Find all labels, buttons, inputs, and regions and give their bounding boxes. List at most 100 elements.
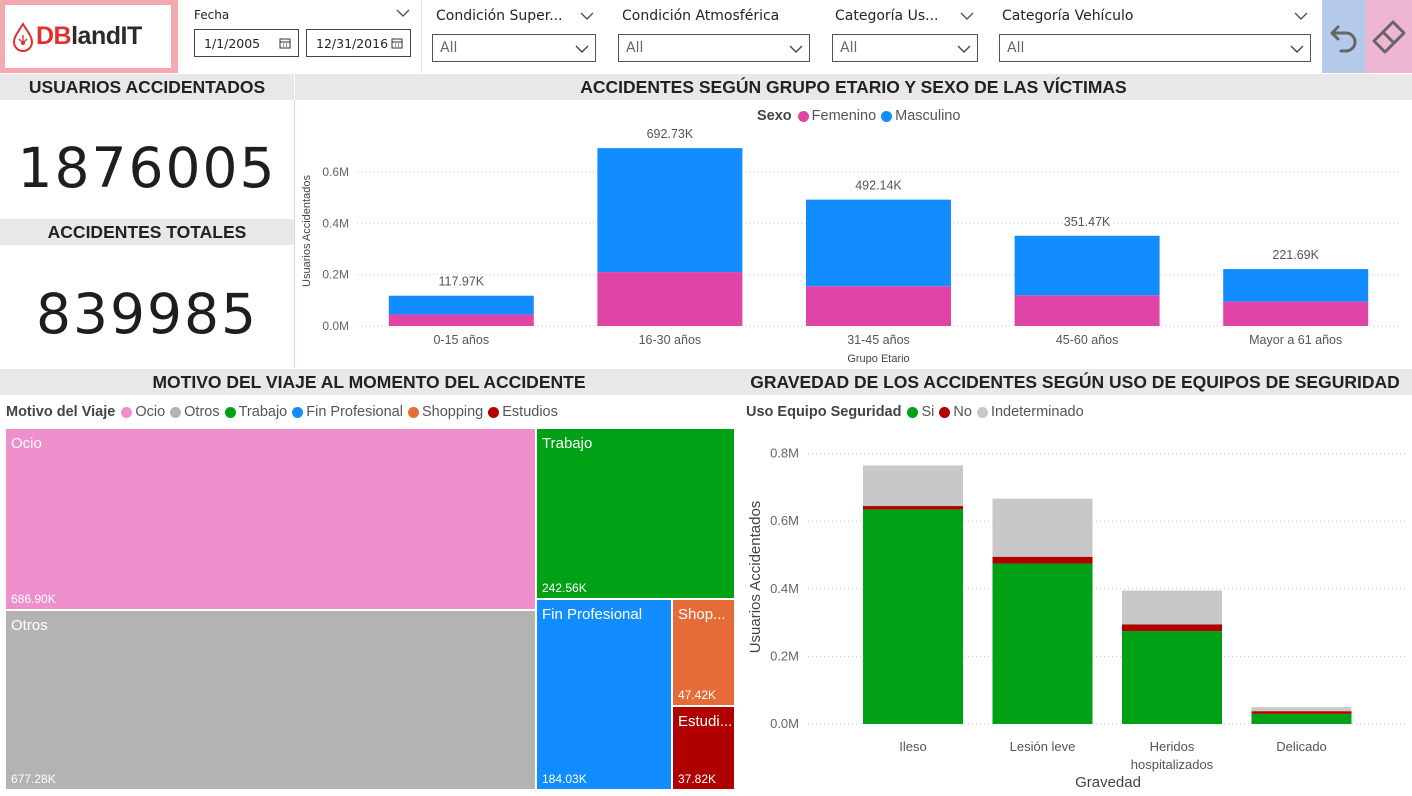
treemap-cell-label: Estudi... — [678, 713, 733, 730]
end-date-value: 12/31/2016 — [316, 35, 389, 51]
logo: DBlandIT — [5, 5, 171, 68]
calendar-icon[interactable] — [279, 37, 291, 49]
age-chart-title: ACCIDENTES SEGÚN GRUPO ETARIO Y SEXO DE … — [295, 74, 1412, 100]
date-filter-chevron-icon[interactable] — [396, 8, 410, 18]
chevron-down-icon[interactable] — [580, 11, 594, 21]
bar-segment-masculino — [597, 148, 743, 273]
undo-button[interactable] — [1322, 0, 1366, 73]
undo-icon — [1330, 25, 1357, 52]
legend-dot — [121, 406, 133, 418]
bar-total-label: 221.69K — [1272, 248, 1319, 262]
age-chart: 0.0M 0.2M 0.4M 0.6M 117.97K 0-15 años 692.73K 1… — [301, 128, 1400, 365]
bar-segment-si — [1122, 631, 1222, 724]
bar-segment-masculino — [1223, 269, 1369, 302]
treemap-cell-label: Shop... — [678, 606, 726, 623]
legend-dot — [488, 406, 500, 418]
treemap-cell-shopping[interactable]: Shop... 47.42K — [672, 599, 735, 706]
x-axis-title: Gravedad — [1075, 774, 1141, 791]
filter-select[interactable]: All — [832, 34, 978, 62]
treemap-cell-value: 677.28K — [11, 772, 56, 786]
logo-drop-icon — [12, 21, 34, 52]
filter-select[interactable]: All — [999, 34, 1311, 62]
start-date-field[interactable]: 1/1/2005 — [194, 29, 299, 57]
bar-segment-si — [992, 563, 1093, 724]
filter-select[interactable]: All — [618, 34, 810, 62]
treemap-cell-otros[interactable]: Otros 677.28K — [5, 610, 536, 790]
x-tick-label-line: Heridos — [1150, 739, 1195, 754]
date-filter-label: Fecha — [194, 8, 230, 22]
bar-segment-indeterminado — [1251, 707, 1352, 712]
legend-item-ocio[interactable]: Ocio — [121, 404, 165, 420]
y-tick-label: 0.4M — [322, 216, 349, 230]
x-tick-label: Ileso — [899, 739, 926, 754]
treemap-cell-fin-profesional[interactable]: Fin Profesional 184.03K — [536, 599, 672, 790]
legend-dot — [907, 406, 919, 418]
legend-item-fin-profesional[interactable]: Fin Profesional — [292, 404, 403, 420]
treemap-cell-label: Otros — [11, 617, 48, 634]
legend-item-trabajo[interactable]: Trabajo — [224, 404, 287, 420]
chevron-down-icon — [789, 45, 803, 53]
legend-item-masculino[interactable]: Masculino — [881, 108, 960, 124]
logo-text-db: DB — [36, 22, 72, 50]
legend-item-indeterminado[interactable]: Indeterminado — [976, 404, 1084, 420]
filter-value: All — [440, 40, 458, 56]
filter-divider — [421, 0, 422, 73]
filter-select[interactable]: All — [432, 34, 596, 62]
end-date-field[interactable]: 12/31/2016 — [306, 29, 411, 57]
legend-item-shopping[interactable]: Shopping — [407, 404, 483, 420]
legend-title: Motivo del Viaje — [6, 404, 116, 420]
y-tick-label: 0.0M — [770, 716, 799, 731]
legend-dot — [976, 406, 988, 418]
legend-label: Estudios — [502, 404, 558, 420]
treemap-cell-trabajo[interactable]: Trabajo 242.56K — [536, 428, 735, 599]
treemap-cell-label: Fin Profesional — [542, 606, 643, 623]
legend-label: Femenino — [811, 108, 877, 124]
y-tick-label: 0.8M — [770, 446, 799, 461]
trip-chart-title: MOTIVO DEL VIAJE AL MOMENTO DEL ACCIDENT… — [0, 369, 738, 395]
legend-item-otros[interactable]: Otros — [170, 404, 220, 420]
legend-label: Si — [921, 404, 935, 420]
chevron-down-icon[interactable] — [960, 11, 974, 21]
chevron-down-icon — [575, 45, 589, 53]
legend-label: Otros — [184, 404, 220, 420]
y-tick-label: 0.6M — [322, 165, 349, 179]
bar-segment-no — [992, 556, 1093, 564]
bar-total-label: 117.97K — [438, 275, 484, 289]
y-axis-title: Usuarios Accidentados — [301, 175, 313, 287]
treemap-cell-value: 47.42K — [678, 688, 717, 702]
treemap-cell-ocio[interactable]: Ocio 686.90K — [5, 428, 536, 610]
x-tick-label: 16-30 años — [639, 333, 702, 347]
bar-segment-masculino — [388, 295, 534, 315]
y-axis-title: Usuarios Accidentados — [747, 501, 764, 654]
legend-dot — [939, 406, 951, 418]
bar-segment-femenino — [597, 272, 743, 326]
legend-item-femenino[interactable]: Femenino — [797, 108, 877, 124]
legend-item-si[interactable]: Si — [907, 404, 934, 420]
trip-chart-legend: Motivo del Viaje Ocio Otros Trabajo Fin … — [6, 404, 563, 420]
legend-dot — [881, 110, 893, 122]
legend-title: Uso Equipo Seguridad — [746, 404, 902, 420]
clear-filters-button[interactable] — [1366, 0, 1412, 73]
x-tick-label: Heridos hospitalizados — [1131, 739, 1214, 772]
x-tick-label: 31-45 años — [847, 333, 910, 347]
treemap-cell-estudios[interactable]: Estudi... 37.82K — [672, 706, 735, 790]
logo-text: DBlandIT — [36, 22, 142, 51]
treemap-cell-value: 184.03K — [542, 772, 587, 786]
chevron-down-icon[interactable] — [1294, 11, 1308, 21]
severity-chart-title: GRAVEDAD DE LOS ACCIDENTES SEGÚN USO DE … — [738, 369, 1412, 395]
legend-item-estudios[interactable]: Estudios — [488, 404, 558, 420]
bar-segment-indeterminado — [1122, 590, 1222, 625]
x-tick-label: Lesión leve — [1010, 739, 1076, 754]
bar-segment-femenino — [806, 286, 951, 326]
legend-dot — [292, 406, 304, 418]
logo-text-landit: landIT — [71, 22, 142, 50]
bar-segment-masculino — [1014, 235, 1160, 296]
legend-label: Indeterminado — [990, 404, 1084, 420]
bar-total-label: 351.47K — [1064, 215, 1111, 229]
calendar-icon[interactable] — [391, 37, 403, 49]
legend-dot — [224, 406, 236, 418]
legend-item-no[interactable]: No — [939, 404, 972, 420]
x-tick-label: Delicado — [1276, 739, 1327, 754]
severity-chart-legend: Uso Equipo Seguridad Si No Indeterminado — [746, 404, 1089, 420]
